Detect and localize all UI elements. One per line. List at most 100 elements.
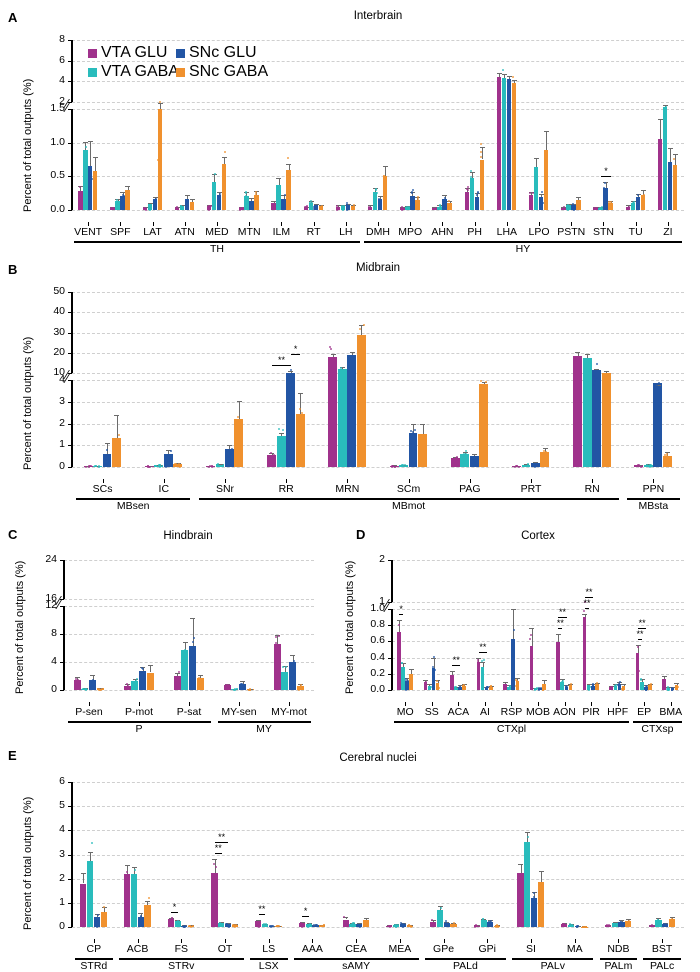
errorbar-A-MTN-2 (251, 197, 253, 201)
errorbar-A-LPO-2 (541, 193, 543, 197)
datapoint-D-BMA-3-0 (675, 687, 678, 690)
errorbar-cap-E-OT-2 (225, 922, 231, 924)
category-label-A-LH: LH (339, 226, 353, 238)
datapoint-C-MY-sen-2-1 (240, 682, 243, 685)
datapoint-B-PRT-2-1 (534, 465, 537, 468)
significance-stars-E-LS-1: ** (258, 903, 266, 914)
x-tick-A-8 (346, 222, 347, 226)
datapoint-B-RR-1-4 (281, 429, 284, 432)
bar-B-IC-SNc-GABA (173, 464, 183, 467)
significance-bar-E-AAA-1 (302, 916, 310, 918)
datapoint-E-CP-0-0 (84, 922, 87, 925)
datapoint-D-MOB-0-4 (529, 638, 532, 641)
datapoint-E-BST-0-4 (651, 924, 654, 927)
datapoint-E-AAA-0-2 (301, 925, 304, 928)
gridline-B-hi-2 (72, 332, 684, 334)
datapoint-D-EP-3-4 (649, 687, 652, 690)
errorbar-B-PAG-3 (483, 381, 485, 384)
errorbar-D-MOB-0 (531, 628, 533, 647)
datapoint-C-P-mot-1-1 (133, 683, 136, 685)
datapoint-B-SNr-3-1 (238, 444, 241, 447)
datapoint-B-RN-2-3 (596, 363, 599, 366)
datapoint-C-P-mot-3-0 (150, 675, 153, 678)
datapoint-D-EP-0-1 (637, 645, 640, 648)
x-tick-E-7 (400, 939, 401, 943)
datapoint-A-TU-2-0 (635, 198, 638, 201)
datapoint-A-MTN-3-3 (255, 193, 258, 196)
datapoint-D-AI-2-4 (486, 686, 489, 689)
bar-A-PSTN-SNc-GLU (571, 205, 576, 210)
errorbar-C-P-sat-2 (192, 617, 194, 646)
errorbar-B-SCs-2 (107, 443, 109, 454)
datapoint-E-CEA-3-1 (364, 922, 367, 925)
category-label-D-EP: EP (637, 706, 652, 718)
datapoint-A-MED-0-3 (209, 205, 212, 208)
datapoint-D-RSP-1-3 (509, 686, 512, 689)
datapoint-B-RN-0-0 (575, 374, 578, 377)
errorbar-cap-A-SPF-3 (125, 186, 131, 188)
datapoint-D-AI-1-0 (481, 669, 484, 672)
panel-letter-A: A (8, 10, 18, 25)
datapoint-B-PAG-2-1 (475, 463, 478, 466)
datapoint-E-CP-3-4 (100, 921, 103, 924)
datapoint-A-LHA-1-2 (501, 91, 504, 94)
gridline-C-lo-2 (64, 634, 314, 635)
datapoint-D-SS-3-1 (436, 686, 439, 689)
datapoint-A-MED-0-2 (208, 205, 211, 208)
errorbar-cap-B-IC-3 (175, 462, 181, 464)
y-ticklabel-B-lo-1: 1 (59, 438, 65, 451)
datapoint-E-CEA-1-1 (353, 923, 356, 926)
datapoint-E-CEA-0-4 (344, 921, 347, 924)
datapoint-D-ACA-2-4 (459, 687, 462, 690)
datapoint-E-AAA-2-4 (312, 924, 315, 927)
datapoint-E-OT-3-2 (233, 924, 236, 927)
datapoint-E-MA-3-4 (583, 925, 586, 928)
errorbar-A-ATN-2 (186, 194, 188, 200)
datapoint-A-DMH-1-2 (373, 195, 376, 198)
errorbar-C-P-sat-3 (200, 674, 202, 679)
datapoint-E-ACB-0-1 (125, 871, 128, 874)
errorbar-B-SCs-3 (116, 414, 118, 438)
datapoint-D-SS-2-1 (433, 669, 436, 672)
datapoint-C-P-mot-3-4 (147, 680, 150, 683)
datapoint-A-PH-2-2 (475, 200, 478, 203)
datapoint-A-VENT-1-4 (85, 146, 88, 149)
datapoint-E-SI-0-3 (517, 916, 520, 919)
datapoint-A-TU-0-0 (625, 206, 628, 209)
datapoint-E-SI-2-3 (534, 916, 537, 919)
datapoint-E-CEA-3-4 (365, 923, 368, 926)
datapoint-A-PSTN-3-4 (577, 201, 580, 204)
significance-bar-E-FS-1 (171, 911, 178, 913)
datapoint-A-STN-3-3 (609, 201, 612, 204)
datapoint-A-STN-3-1 (610, 205, 613, 208)
datapoint-E-NDB-2-3 (619, 922, 622, 925)
datapoint-A-DMH-1-0 (375, 189, 378, 192)
datapoint-A-PSTN-0-4 (562, 207, 565, 210)
datapoint-A-PH-0-2 (467, 185, 469, 188)
x-tick-A-5 (249, 222, 250, 226)
datapoint-A-ILM-1-1 (277, 193, 280, 196)
datapoint-E-BST-3-2 (670, 918, 673, 921)
datapoint-A-PH-0-3 (464, 201, 467, 204)
errorbar-cap-E-ACB-2 (138, 913, 144, 915)
datapoint-B-RR-1-3 (278, 460, 281, 463)
datapoint-A-STN-3-2 (610, 206, 613, 209)
datapoint-C-P-mot-0-4 (126, 683, 129, 686)
datapoint-E-MA-0-0 (565, 923, 568, 926)
bar-C-P-mot-SNc-GABA (146, 672, 154, 690)
datapoint-A-MED-2-3 (217, 199, 220, 202)
datapoint-C-P-sat-2-3 (190, 655, 193, 658)
datapoint-E-CP-3-3 (101, 913, 104, 916)
datapoint-D-MO-2-1 (406, 679, 409, 682)
gridline-D-hi-0 (392, 602, 684, 603)
datapoint-E-AAA-2-3 (315, 924, 318, 926)
datapoint-A-MTN-3-1 (256, 201, 259, 204)
datapoint-E-BST-2-2 (662, 923, 665, 926)
y-tick-D-lo-2 (388, 657, 392, 659)
datapoint-A-DMH-3-3 (384, 193, 387, 196)
x-tick-A-1 (120, 222, 121, 226)
datapoint-C-P-mot-1-4 (135, 678, 138, 681)
datapoint-D-PIR-1-3 (588, 688, 591, 691)
datapoint-E-SI-1-2 (526, 842, 529, 845)
bar-A-STN-SNc-GLU (603, 187, 608, 210)
